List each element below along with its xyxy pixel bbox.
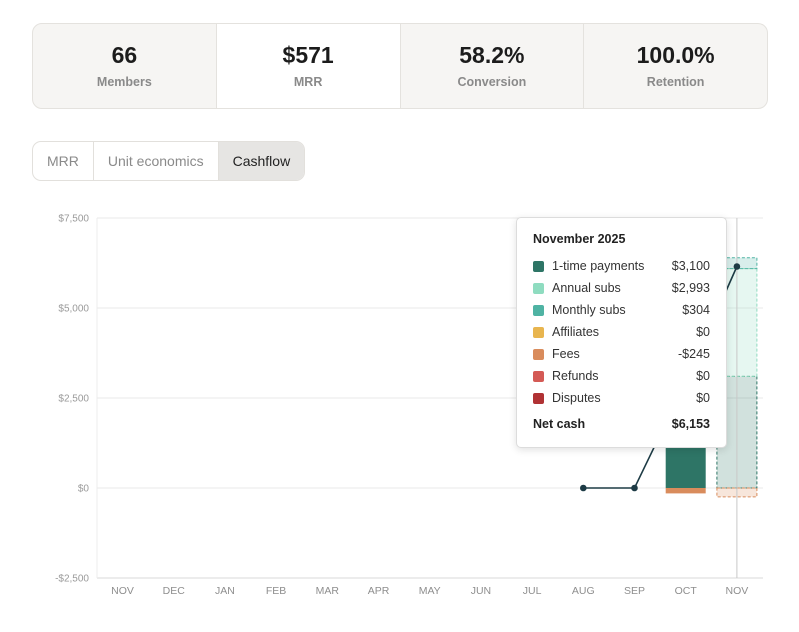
tooltip-row-label: Refunds — [552, 369, 599, 383]
x-tick-label: MAY — [419, 585, 441, 597]
tooltip-row-label: Disputes — [552, 391, 601, 405]
stat-label: MRR — [293, 74, 323, 89]
legend-swatch — [533, 326, 544, 338]
tooltip-row: Annual subs $2,993 — [533, 277, 710, 299]
tooltip-row-label: Affiliates — [552, 325, 600, 339]
stat-value: 66 — [111, 42, 138, 69]
y-tick-label: $2,500 — [58, 394, 89, 405]
x-tick-label: OCT — [675, 585, 698, 597]
tooltip-total: Net cash $6,153 — [533, 417, 710, 431]
x-tick-label: JUN — [471, 585, 491, 597]
tooltip-row: Affiliates $0 — [533, 321, 710, 343]
tooltip-row-value: -$245 — [678, 347, 710, 361]
tooltip-row-label: Fees — [552, 347, 580, 361]
x-tick-label: NOV — [726, 585, 749, 597]
bar-segment — [665, 488, 706, 494]
stat-value: 100.0% — [636, 42, 715, 69]
tooltip-row-value: $2,993 — [671, 281, 710, 295]
x-tick-label: APR — [368, 585, 390, 597]
tab-cashflow[interactable]: Cashflow — [217, 142, 305, 180]
legend-swatch — [533, 392, 544, 404]
stat-mrr[interactable]: $571 MRR — [215, 24, 400, 108]
tooltip-row-value: $0 — [696, 369, 710, 383]
x-tick-label: DEC — [163, 585, 186, 597]
net-cash-point — [631, 484, 638, 492]
tooltip-total-value: $6,153 — [671, 417, 710, 431]
y-tick-label: $7,500 — [58, 214, 89, 225]
stat-label: Retention — [646, 74, 705, 89]
stat-value: $571 — [282, 42, 334, 69]
tooltip-row: 1-time payments $3,100 — [533, 255, 710, 277]
tooltip-row: Refunds $0 — [533, 365, 710, 387]
legend-swatch — [533, 260, 544, 272]
x-tick-label: MAR — [316, 585, 340, 597]
view-tabs: MRR Unit economics Cashflow — [32, 141, 306, 181]
y-tick-label: $5,000 — [58, 304, 89, 315]
tooltip-rows: 1-time payments $3,100 Annual subs $2,993 Mo… — [533, 255, 710, 409]
tooltip-title: November 2025 — [533, 232, 626, 246]
x-tick-label: JAN — [215, 585, 235, 597]
x-tick-label: AUG — [572, 585, 595, 597]
tooltip-row-value: $0 — [696, 325, 710, 339]
stat-retention[interactable]: 100.0% Retention — [583, 24, 767, 108]
stats-bar: 66 Members $571 MRR 58.2% Conversion 100… — [32, 23, 768, 109]
chart-tooltip: November 2025 1-time payments $3,100 Annua… — [516, 217, 727, 448]
tooltip-row: Disputes $0 — [533, 387, 710, 409]
tooltip-row: Fees -$245 — [533, 343, 710, 365]
tooltip-row-value: $0 — [696, 391, 710, 405]
tooltip-row: Monthly subs $304 — [533, 299, 710, 321]
y-tick-label: -$2,500 — [55, 574, 89, 585]
y-tick-label: $0 — [78, 484, 90, 495]
stat-conversion[interactable]: 58.2% Conversion — [399, 24, 584, 108]
tooltip-row-value: $304 — [682, 303, 710, 317]
tab-mrr[interactable]: MRR — [47, 153, 79, 169]
tooltip-row-label: 1-time payments — [552, 259, 645, 273]
tooltip-total-label: Net cash — [533, 417, 586, 431]
tab-unit-economics[interactable]: Unit economics — [92, 142, 218, 180]
stat-label: Members — [96, 74, 152, 89]
net-cash-point — [733, 263, 741, 270]
tooltip-row-label: Annual subs — [552, 281, 621, 295]
x-tick-label: JUL — [523, 585, 542, 597]
legend-swatch — [533, 370, 544, 382]
x-tick-label: SEP — [624, 585, 645, 597]
x-tick-label: NOV — [111, 585, 134, 597]
legend-swatch — [533, 282, 544, 294]
legend-swatch — [533, 348, 544, 360]
tooltip-row-label: Monthly subs — [552, 303, 626, 317]
net-cash-point — [580, 484, 587, 492]
stat-value: 58.2% — [459, 42, 525, 69]
legend-swatch — [533, 304, 544, 316]
tooltip-row-value: $3,100 — [671, 259, 710, 273]
stat-members[interactable]: 66 Members — [33, 24, 216, 108]
stat-label: Conversion — [457, 74, 527, 89]
x-tick-label: FEB — [266, 585, 286, 597]
